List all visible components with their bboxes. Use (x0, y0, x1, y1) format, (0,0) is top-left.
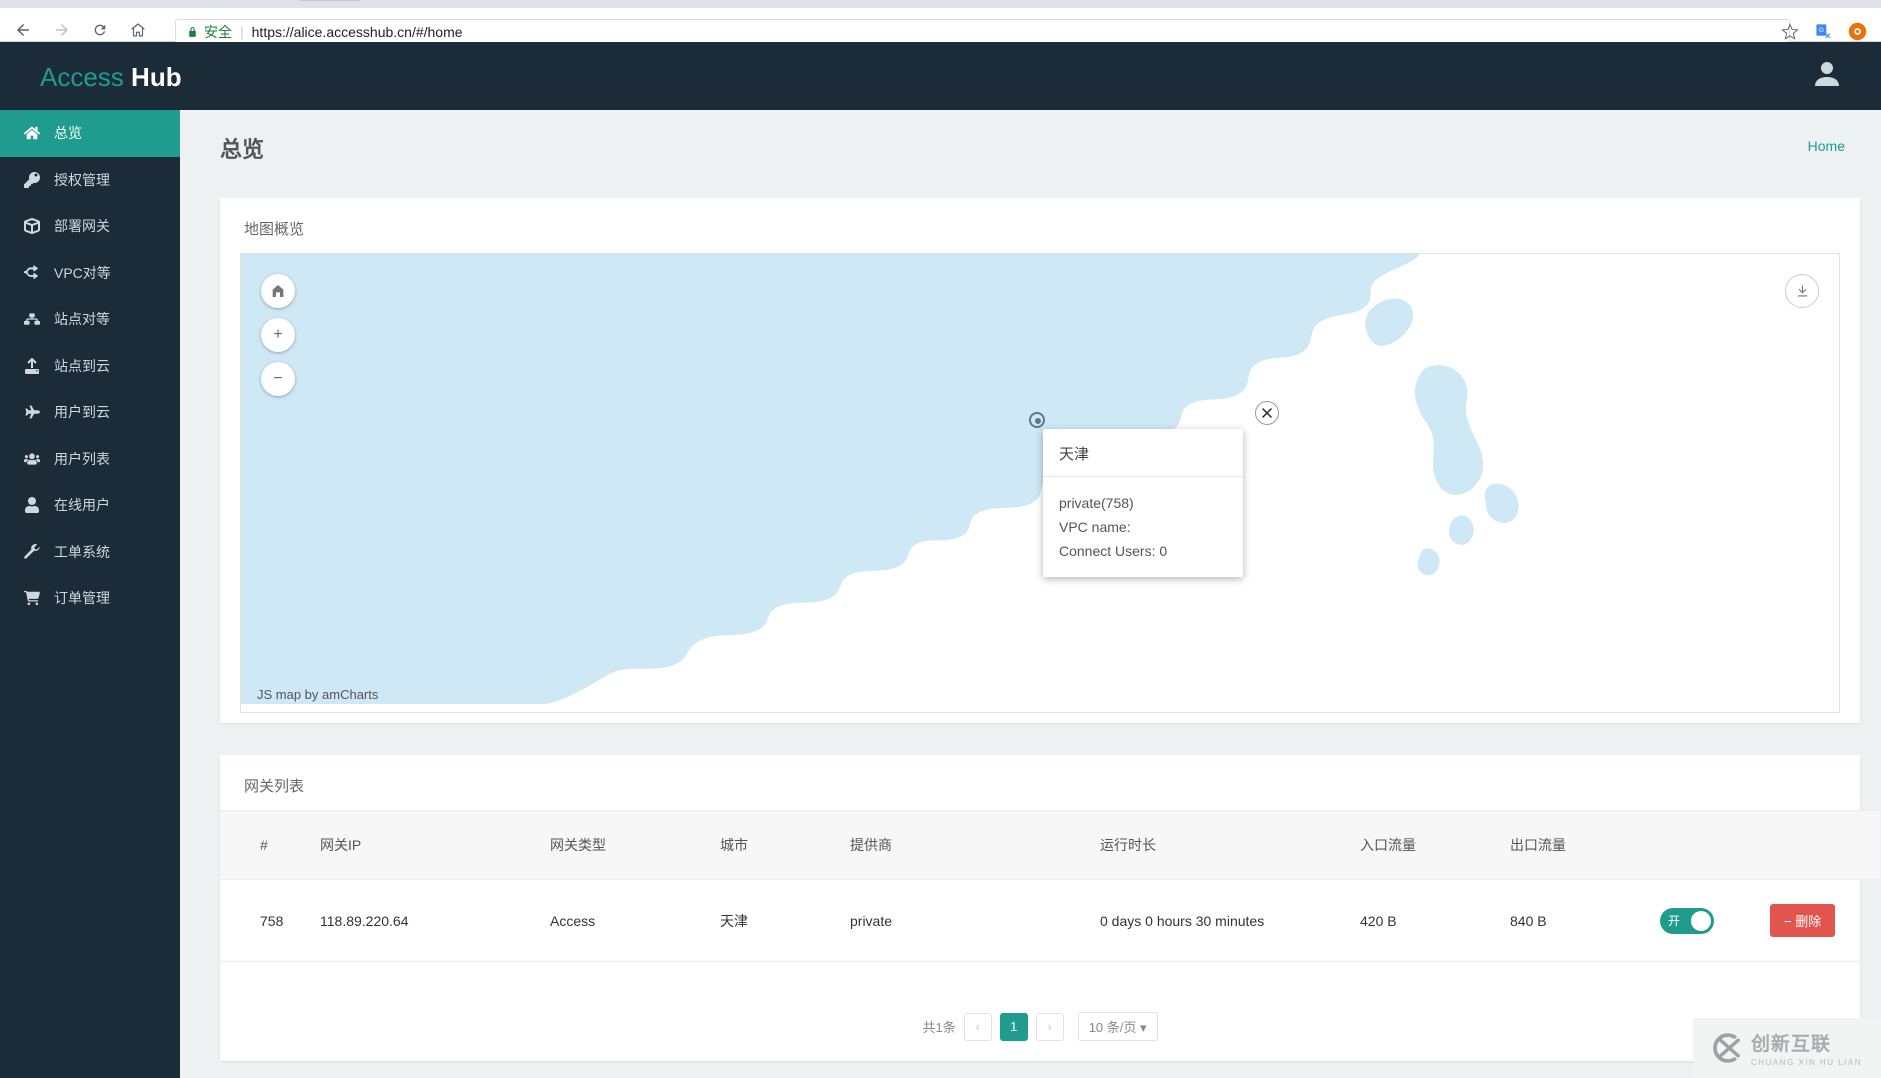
svg-text:G: G (1819, 27, 1824, 34)
